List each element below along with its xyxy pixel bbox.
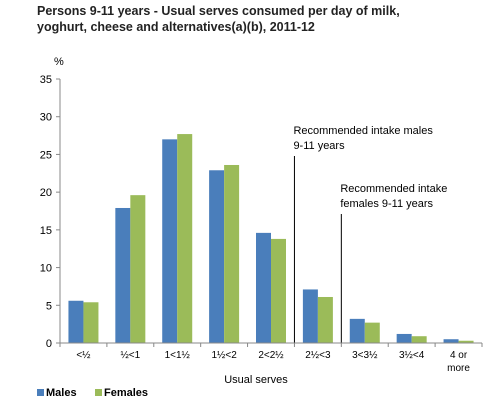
bar-females: [224, 164, 240, 343]
y-tick-label: 25: [40, 149, 52, 161]
chart-title-line-2: yoghurt, cheese and alternatives(a)(b), …: [37, 20, 315, 34]
bar-females: [271, 238, 286, 343]
x-tick-label: 2<2½: [258, 350, 284, 361]
legend: Males Females: [37, 387, 148, 399]
x-tick-label: 1½<2: [211, 350, 237, 361]
legend-label-females: Females: [104, 387, 148, 399]
x-tick-label: ½<1: [120, 350, 140, 361]
y-tick-label: 10: [40, 263, 52, 275]
annotations: Recommended intake males 9-11 years Recomm…: [293, 125, 447, 343]
chart-title: Persons 9-11 years - Usual serves consum…: [37, 4, 400, 34]
bar-males: [115, 207, 131, 343]
axes: [59, 79, 482, 344]
y-tick-label: 15: [40, 225, 52, 237]
x-axis-label: Usual serves: [224, 374, 288, 386]
legend-swatch-males: [37, 389, 44, 396]
annotation-text: 9-11 years: [293, 140, 345, 152]
y-tick-label: 35: [40, 74, 52, 86]
y-tick-label: 5: [46, 300, 52, 312]
bar-males: [162, 139, 178, 343]
chart-title-line-1: Persons 9-11 years - Usual serves consum…: [37, 4, 400, 18]
bar-females: [177, 134, 193, 343]
x-tick-label: 3<3½: [352, 350, 378, 361]
bar-males: [443, 339, 459, 343]
bar-females: [364, 322, 380, 343]
annotation-text: Recommended intake males: [293, 125, 433, 137]
x-tick-label: <½: [76, 350, 91, 361]
bar-females: [411, 336, 427, 343]
bars: [68, 134, 474, 343]
y-tick-label: 0: [46, 338, 52, 350]
bar-males: [396, 333, 412, 343]
y-axis-label: %: [54, 56, 64, 68]
annotation-text: Recommended intake: [340, 183, 447, 195]
x-tick-label: 3½<4: [399, 350, 425, 361]
y-tick-label: 20: [40, 187, 52, 199]
bar-females: [130, 195, 146, 343]
x-tick-label: 2½<3: [305, 350, 331, 361]
bar-males: [349, 318, 365, 343]
bar-males: [68, 300, 84, 343]
x-tick-label: 1<1½: [165, 350, 191, 361]
bar-females: [83, 302, 99, 343]
bar-males: [302, 289, 318, 343]
x-tick-label: 4 or: [450, 350, 468, 361]
x-axis-ticks: <½ ½<1 1<1½ 1½<2 2<2½ 2½<3 3<3½ 3½<4 4 or more: [59, 343, 483, 374]
legend-swatch-females: [95, 389, 102, 396]
bar-females: [458, 340, 474, 343]
bar-females: [317, 296, 333, 343]
legend-label-males: Males: [46, 387, 77, 399]
bar-males: [256, 232, 271, 343]
annotation-text: females 9-11 years: [340, 198, 433, 210]
bar-males: [209, 170, 225, 343]
y-tick-label: 30: [40, 112, 52, 124]
y-axis-ticks: 0 5 10 15 20 25 30 35: [40, 74, 60, 350]
x-tick-label: more: [447, 363, 470, 374]
